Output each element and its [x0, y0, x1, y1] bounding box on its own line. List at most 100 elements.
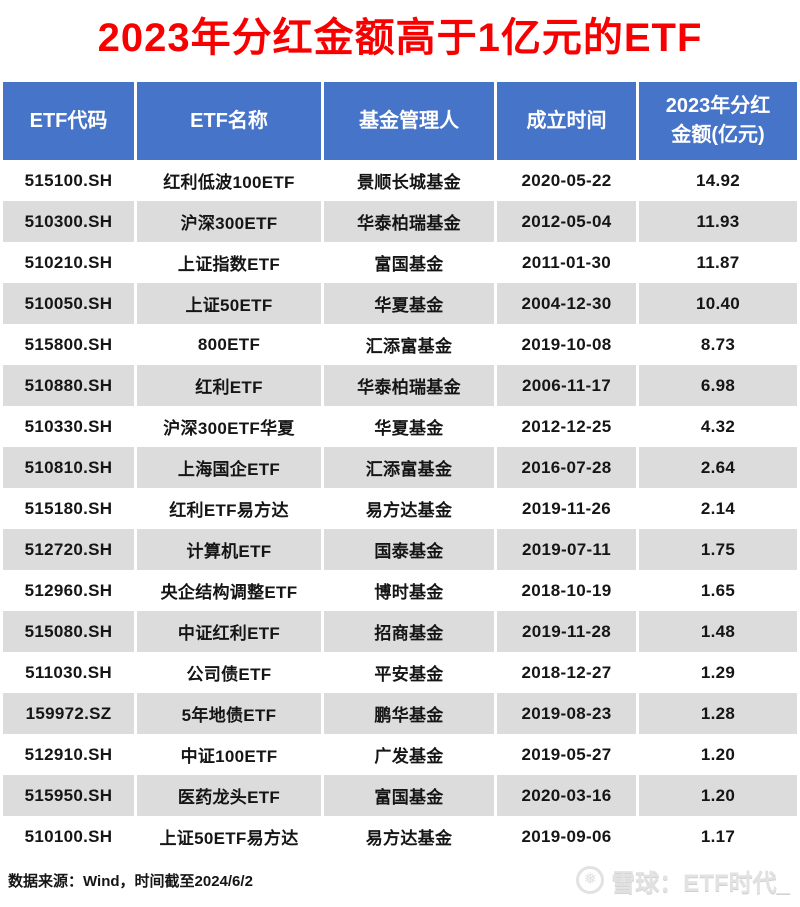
footer: 数据来源：Wind，时间截至2024/6/2 ❅ 雪球：ETF时代_: [0, 857, 800, 907]
table-cell: 华夏基金: [324, 406, 494, 447]
table-cell: 2018-10-19: [497, 570, 636, 611]
table-cell: 2004-12-30: [497, 283, 636, 324]
table-cell: 1.28: [639, 693, 797, 734]
column-header: 2023年分红 金额(亿元): [639, 82, 797, 160]
table-cell: 2019-11-28: [497, 611, 636, 652]
table-cell: 512960.SH: [3, 570, 134, 611]
table-cell: 鹏华基金: [324, 693, 494, 734]
table-row: 515800.SH 800ETF 汇添富基金 2019-10-08 8.73: [3, 324, 797, 365]
table-cell: 512720.SH: [3, 529, 134, 570]
table-cell: 红利ETF: [137, 365, 321, 406]
table-body: 515100.SH 红利低波100ETF 景顺长城基金 2020-05-22 14.92…: [3, 160, 797, 857]
table-cell: 515950.SH: [3, 775, 134, 816]
table-cell: 2.64: [639, 447, 797, 488]
table-cell: 8.73: [639, 324, 797, 365]
table-cell: 1.17: [639, 816, 797, 857]
table-cell: 富国基金: [324, 242, 494, 283]
table-cell: 11.87: [639, 242, 797, 283]
table-cell: 512910.SH: [3, 734, 134, 775]
table-row: 512720.SH 计算机ETF 国泰基金 2019-07-11 1.75: [3, 529, 797, 570]
table-row: 515180.SH 红利ETF易方达 易方达基金 2019-11-26 2.14: [3, 488, 797, 529]
table-row: 512910.SH 中证100ETF 广发基金 2019-05-27 1.20: [3, 734, 797, 775]
table-cell: 汇添富基金: [324, 447, 494, 488]
table-cell: 上证50ETF易方达: [137, 816, 321, 857]
table-cell: 医药龙头ETF: [137, 775, 321, 816]
table-cell: 中证红利ETF: [137, 611, 321, 652]
table-cell: 1.20: [639, 775, 797, 816]
table-cell: 易方达基金: [324, 816, 494, 857]
table-cell: 平安基金: [324, 652, 494, 693]
table-cell: 2019-08-23: [497, 693, 636, 734]
table-row: 510210.SH 上证指数ETF 富国基金 2011-01-30 11.87: [3, 242, 797, 283]
table-cell: 景顺长城基金: [324, 160, 494, 201]
table-cell: 1.29: [639, 652, 797, 693]
table-cell: 2019-10-08: [497, 324, 636, 365]
table-cell: 上证指数ETF: [137, 242, 321, 283]
table-cell: 2016-07-28: [497, 447, 636, 488]
etf-dividend-table: ETF代码 ETF名称 基金管理人 成立时间 2023年分红 金额(亿元) 515100…: [0, 82, 800, 857]
table-row: 510300.SH 沪深300ETF 华泰柏瑞基金 2012-05-04 11.93: [3, 201, 797, 242]
table-cell: 易方达基金: [324, 488, 494, 529]
xueqiu-logo-icon: ❅: [576, 866, 605, 894]
table-cell: 1.75: [639, 529, 797, 570]
table-cell: 国泰基金: [324, 529, 494, 570]
table-row: 510880.SH 红利ETF 华泰柏瑞基金 2006-11-17 6.98: [3, 365, 797, 406]
table-cell: 2012-12-25: [497, 406, 636, 447]
data-source-note: 数据来源：Wind，时间截至2024/6/2: [8, 872, 253, 890]
table-cell: 510300.SH: [3, 201, 134, 242]
table-cell: 510100.SH: [3, 816, 134, 857]
table-cell: 510810.SH: [3, 447, 134, 488]
table-cell: 2018-12-27: [497, 652, 636, 693]
table-cell: 华泰柏瑞基金: [324, 201, 494, 242]
column-header: ETF代码: [3, 82, 134, 160]
table-cell: 公司债ETF: [137, 652, 321, 693]
table-row: 510050.SH 上证50ETF 华夏基金 2004-12-30 10.40: [3, 283, 797, 324]
table-cell: 510880.SH: [3, 365, 134, 406]
table-cell: 计算机ETF: [137, 529, 321, 570]
table-cell: 央企结构调整ETF: [137, 570, 321, 611]
table-cell: 2006-11-17: [497, 365, 636, 406]
table-row: 510810.SH 上海国企ETF 汇添富基金 2016-07-28 2.64: [3, 447, 797, 488]
table-cell: 510210.SH: [3, 242, 134, 283]
table-cell: 2011-01-30: [497, 242, 636, 283]
table-row: 511030.SH 公司债ETF 平安基金 2018-12-27 1.29: [3, 652, 797, 693]
table-cell: 招商基金: [324, 611, 494, 652]
table-cell: 510050.SH: [3, 283, 134, 324]
table-cell: 515100.SH: [3, 160, 134, 201]
table-cell: 10.40: [639, 283, 797, 324]
table-row: 515100.SH 红利低波100ETF 景顺长城基金 2020-05-22 14.92: [3, 160, 797, 201]
table-cell: 515800.SH: [3, 324, 134, 365]
table-cell: 中证100ETF: [137, 734, 321, 775]
table-cell: 广发基金: [324, 734, 494, 775]
table-row: 515080.SH 中证红利ETF 招商基金 2019-11-28 1.48: [3, 611, 797, 652]
table-row: 510330.SH 沪深300ETF华夏 华夏基金 2012-12-25 4.32: [3, 406, 797, 447]
table-row: 510100.SH 上证50ETF易方达 易方达基金 2019-09-06 1.17: [3, 816, 797, 857]
table-cell: 2019-11-26: [497, 488, 636, 529]
table-cell: 2019-07-11: [497, 529, 636, 570]
table-cell: 515080.SH: [3, 611, 134, 652]
table-cell: 4.32: [639, 406, 797, 447]
table-cell: 1.48: [639, 611, 797, 652]
table-row: 512960.SH 央企结构调整ETF 博时基金 2018-10-19 1.65: [3, 570, 797, 611]
table-cell: 510330.SH: [3, 406, 134, 447]
table-cell: 2020-03-16: [497, 775, 636, 816]
table-cell: 富国基金: [324, 775, 494, 816]
column-header: 成立时间: [497, 82, 636, 160]
table-cell: 2019-05-27: [497, 734, 636, 775]
table-cell: 1.65: [639, 570, 797, 611]
table-cell: 6.98: [639, 365, 797, 406]
table-cell: 2012-05-04: [497, 201, 636, 242]
table-cell: 上海国企ETF: [137, 447, 321, 488]
table-cell: 1.20: [639, 734, 797, 775]
table-cell: 5年地债ETF: [137, 693, 321, 734]
table-cell: 沪深300ETF华夏: [137, 406, 321, 447]
table-cell: 515180.SH: [3, 488, 134, 529]
watermark: ❅ 雪球：ETF时代_: [576, 863, 790, 898]
table-cell: 华夏基金: [324, 283, 494, 324]
table-cell: 沪深300ETF: [137, 201, 321, 242]
table-cell: 博时基金: [324, 570, 494, 611]
table-cell: 159972.SZ: [3, 693, 134, 734]
column-header: ETF名称: [137, 82, 321, 160]
table-cell: 2020-05-22: [497, 160, 636, 201]
